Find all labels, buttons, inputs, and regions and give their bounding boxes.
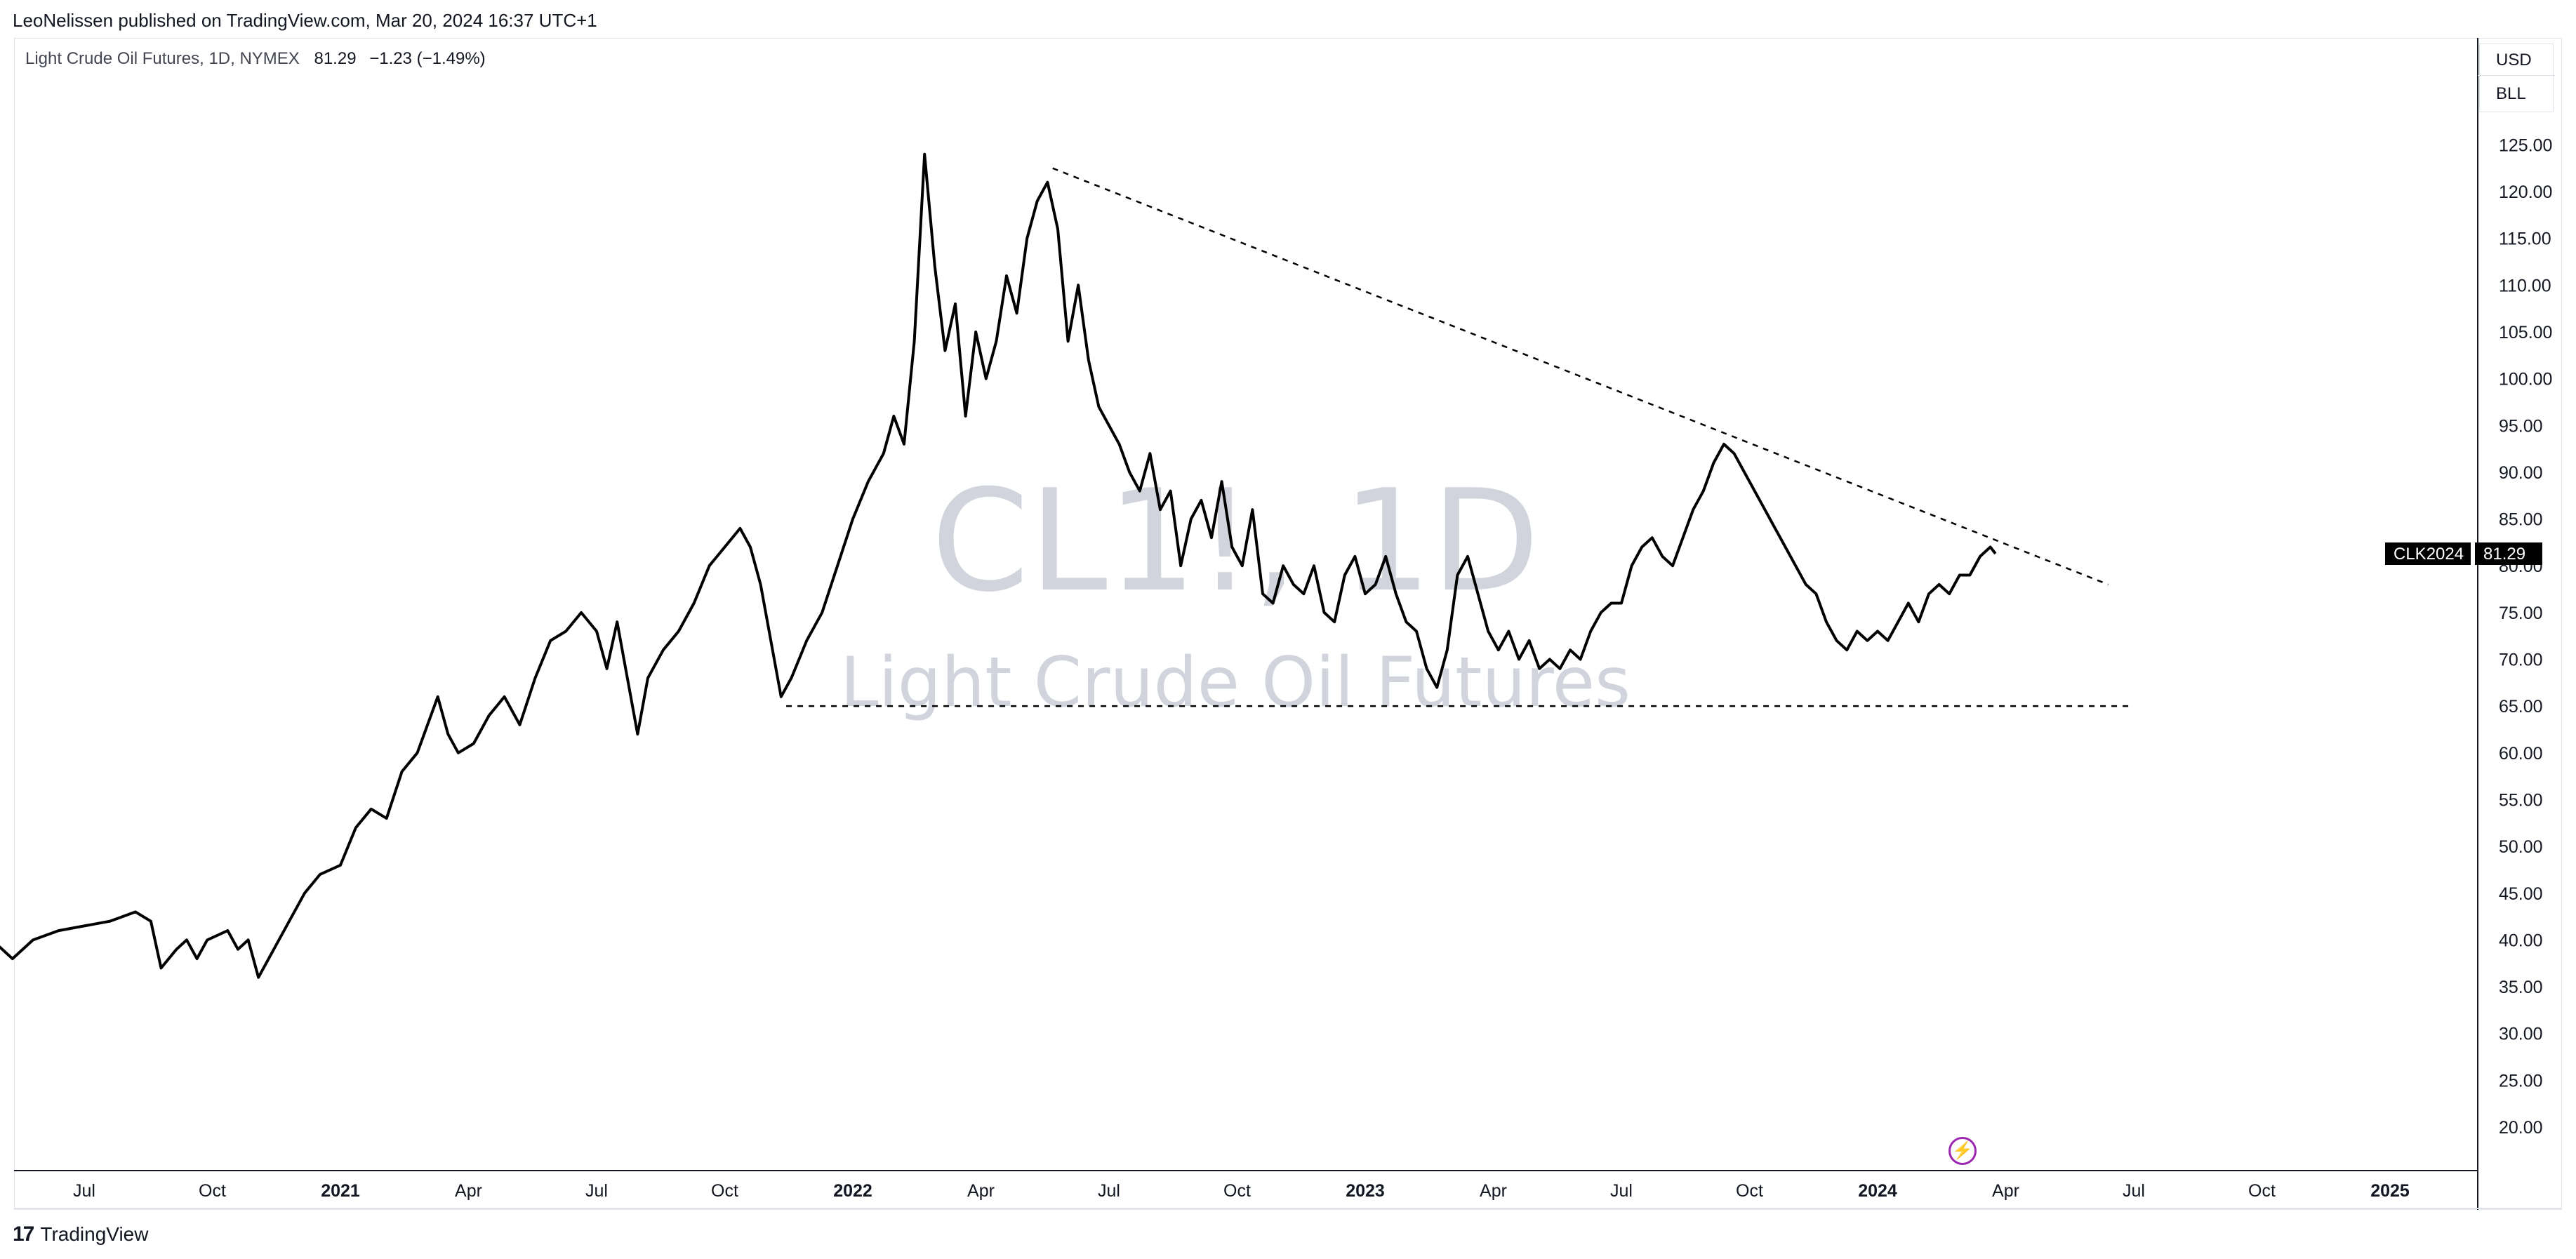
watermark-name: Light Crude Oil Futures	[840, 643, 1631, 723]
price-series-line	[0, 152, 1997, 979]
tradingview-logo-icon: 17	[13, 1223, 34, 1246]
x-tick-label: Oct	[199, 1181, 226, 1201]
y-tick-label: 120.00	[2499, 182, 2552, 202]
price-tag-value-bg	[2475, 542, 2542, 566]
price-tag-value: 81.29	[2483, 545, 2525, 564]
y-tick-label: 30.00	[2499, 1025, 2543, 1044]
x-tick-label: Jul	[2123, 1181, 2145, 1201]
y-tick-label: 25.00	[2499, 1071, 2543, 1091]
legend-symbol: Light Crude Oil Futures, 1D, NYMEX	[25, 49, 300, 68]
x-tick-label: Oct	[1736, 1181, 1763, 1201]
y-tick-label: 55.00	[2499, 790, 2543, 810]
price-tag-contract: CLK2024	[2394, 545, 2464, 564]
y-tick-label: 45.00	[2499, 884, 2543, 904]
x-tick-label: Apr	[1480, 1181, 1507, 1201]
y-tick-label: 75.00	[2499, 604, 2543, 623]
watermark-ticker: CL1!, 1D	[931, 460, 1540, 623]
y-tick-label: 110.00	[2499, 276, 2551, 295]
y-tick-label: 65.00	[2499, 697, 2543, 717]
tradingview-logo[interactable]: 17 TradingView	[13, 1223, 148, 1246]
y-tick-label: 105.00	[2499, 323, 2552, 342]
x-tick-label: 2023	[1346, 1181, 1385, 1201]
y-tick-label: 50.00	[2499, 837, 2543, 857]
y-tick-label: 115.00	[2499, 229, 2551, 249]
legend-change: −1.23 (−1.49%)	[369, 49, 486, 68]
measure-unit-button[interactable]: BLL	[2496, 84, 2526, 103]
watermark: CL1!, 1D Light Crude Oil Futures	[840, 460, 1631, 723]
x-tick-label: Apr	[455, 1181, 482, 1201]
y-tick-label: 100.00	[2499, 370, 2552, 389]
x-tick-label: 2021	[321, 1181, 360, 1201]
time-axis[interactable]: Jul Oct 2021 Apr Jul Oct 2022 Apr Jul Oct 2023 Apr J…	[73, 1181, 2410, 1201]
trendlines	[786, 167, 2134, 707]
x-tick-label: Oct	[2248, 1181, 2276, 1201]
y-tick-label: 20.00	[2499, 1118, 2543, 1138]
x-tick-label: Jul	[585, 1181, 608, 1201]
last-price-tag: CLK2024 81.29	[2385, 542, 2542, 566]
y-tick-label: 35.00	[2499, 978, 2543, 997]
x-tick-label: Oct	[1223, 1181, 1251, 1201]
x-tick-label: Jul	[1610, 1181, 1633, 1201]
unit-panel	[2479, 44, 2554, 112]
footer-brand: TradingView	[40, 1223, 149, 1245]
x-tick-label: Oct	[711, 1181, 738, 1201]
y-tick-label: 95.00	[2499, 416, 2543, 436]
x-tick-label: Jul	[1098, 1181, 1120, 1201]
x-tick-label: Apr	[1992, 1181, 2019, 1201]
lightning-bolt-icon[interactable]: ⚡	[1948, 1137, 1977, 1165]
y-tick-label: 125.00	[2499, 135, 2552, 155]
y-tick-label: 70.00	[2499, 651, 2543, 670]
chart-frame	[14, 38, 2562, 1210]
x-tick-label: 2022	[833, 1181, 872, 1201]
y-tick-label: 85.00	[2499, 510, 2543, 530]
currency-unit-button[interactable]: USD	[2478, 45, 2555, 76]
x-tick-label: 2024	[1858, 1181, 1897, 1201]
symbol-legend[interactable]: Light Crude Oil Futures, 1D, NYMEX 81.29…	[25, 49, 486, 69]
x-tick-label: Apr	[967, 1181, 995, 1201]
publish-line: LeoNelissen published on TradingView.com…	[13, 10, 597, 31]
descending-trendline[interactable]	[1052, 167, 2109, 586]
legend-last-price: 81.29	[314, 49, 357, 68]
x-tick-label: Jul	[73, 1181, 95, 1201]
price-axis[interactable]: 125.00 120.00 115.00 110.00 105.00 100.00 95.0…	[2499, 135, 2552, 1138]
y-tick-label: 60.00	[2499, 744, 2543, 764]
price-tag-contract-bg	[2385, 542, 2471, 566]
x-tick-label: 2025	[2370, 1181, 2410, 1201]
y-tick-label: 40.00	[2499, 931, 2543, 950]
y-tick-label: 90.00	[2499, 463, 2543, 483]
